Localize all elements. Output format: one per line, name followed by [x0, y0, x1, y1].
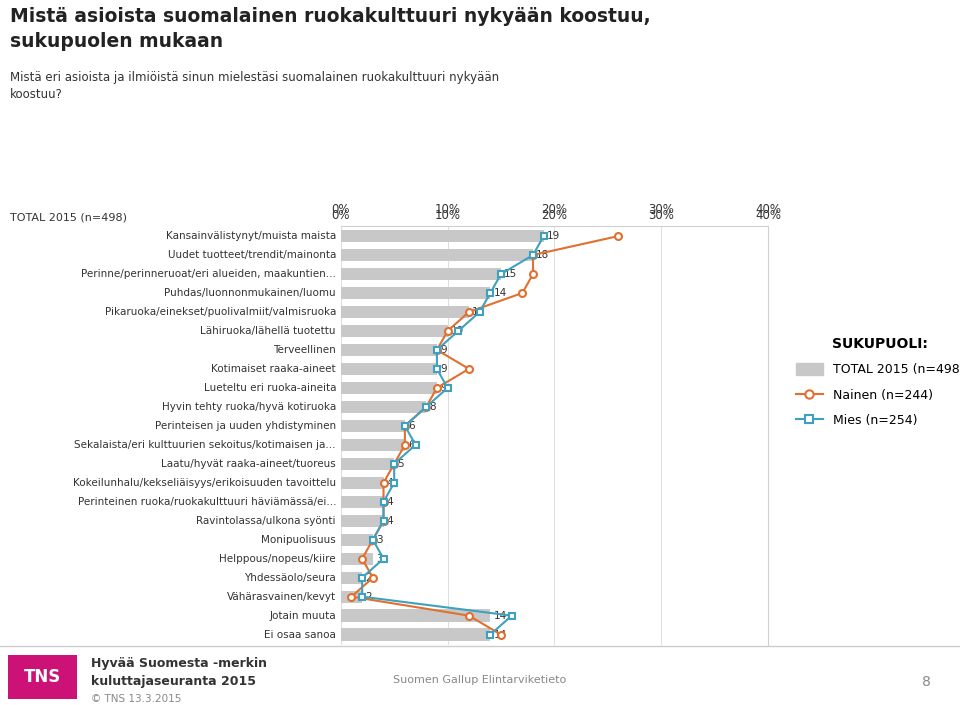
Bar	[341, 628, 491, 641]
Bar	[341, 249, 533, 261]
Text: 18: 18	[537, 250, 549, 260]
Text: Monipuolisuus: Monipuolisuus	[261, 534, 336, 545]
Text: Mistä asioista suomalainen ruokakulttuuri nykyään koostuu,: Mistä asioista suomalainen ruokakulttuur…	[10, 7, 650, 26]
Text: Perinteisen ja uuden yhdistyminen: Perinteisen ja uuden yhdistyminen	[155, 421, 336, 431]
Text: Hyvin tehty ruoka/hyvä kotiruoka: Hyvin tehty ruoka/hyvä kotiruoka	[161, 402, 336, 412]
Bar	[341, 400, 426, 413]
Text: 8: 8	[923, 675, 931, 689]
Text: TOTAL 2015 (n=498): TOTAL 2015 (n=498)	[10, 212, 127, 222]
Text: Ravintolassa/ulkona syönti: Ravintolassa/ulkona syönti	[197, 516, 336, 526]
Text: 14: 14	[493, 611, 507, 620]
Text: © TNS 13.3.2015: © TNS 13.3.2015	[91, 694, 181, 704]
Text: 6: 6	[408, 440, 415, 450]
Text: sukupuolen mukaan: sukupuolen mukaan	[10, 32, 223, 51]
Text: Kotimaiset raaka-aineet: Kotimaiset raaka-aineet	[211, 364, 336, 374]
Legend: TOTAL 2015 (n=498), Nainen (n=244), Mies (n=254): TOTAL 2015 (n=498), Nainen (n=244), Mies…	[796, 337, 960, 427]
Bar	[341, 363, 437, 375]
Text: Kokeilunhalu/kekseliäisyys/erikoisuuden tavoittelu: Kokeilunhalu/kekseliäisyys/erikoisuuden …	[73, 478, 336, 488]
Bar	[341, 419, 405, 432]
Text: 9: 9	[440, 383, 446, 393]
Text: 2: 2	[366, 591, 372, 601]
Text: Jotain muuta: Jotain muuta	[270, 611, 336, 620]
Text: 0%: 0%	[331, 209, 350, 222]
Bar	[341, 591, 362, 603]
Text: 15: 15	[504, 269, 517, 279]
Text: kuluttajaseuranta 2015: kuluttajaseuranta 2015	[91, 675, 256, 687]
Bar	[341, 515, 383, 527]
Bar	[341, 534, 372, 546]
Text: Ei osaa sanoa: Ei osaa sanoa	[264, 630, 336, 639]
Bar	[341, 381, 437, 394]
Text: Lueteltu eri ruoka-aineita: Lueteltu eri ruoka-aineita	[204, 383, 336, 393]
Text: 14: 14	[493, 288, 507, 298]
Text: Hyvää Suomesta -merkin: Hyvää Suomesta -merkin	[91, 657, 267, 670]
Text: Mistä eri asioista ja ilmiöistä sinun mielestäsi suomalainen ruokakulttuuri nyky: Mistä eri asioista ja ilmiöistä sinun mi…	[10, 70, 499, 101]
Text: 19: 19	[547, 231, 561, 241]
Text: 14: 14	[493, 630, 507, 639]
Text: 40%: 40%	[755, 209, 781, 222]
Bar	[341, 325, 447, 337]
Bar	[341, 306, 468, 318]
Text: 10%: 10%	[435, 209, 461, 222]
Bar	[341, 344, 437, 356]
Text: Puhdas/luonnonmukainen/luomu: Puhdas/luonnonmukainen/luomu	[164, 288, 336, 298]
Text: 9: 9	[440, 364, 446, 374]
Text: Helppous/nopeus/kiire: Helppous/nopeus/kiire	[220, 553, 336, 564]
Text: 30%: 30%	[648, 209, 674, 222]
Text: Laatu/hyvät raaka-aineet/tuoreus: Laatu/hyvät raaka-aineet/tuoreus	[161, 459, 336, 469]
Text: Sekalaista/eri kulttuurien sekoitus/kotimaisen ja...: Sekalaista/eri kulttuurien sekoitus/koti…	[75, 440, 336, 450]
Bar	[341, 439, 405, 451]
Text: Perinne/perinneruoat/eri alueiden, maakuntien...: Perinne/perinneruoat/eri alueiden, maaku…	[82, 269, 336, 279]
Text: TNS: TNS	[24, 668, 60, 686]
Bar	[341, 610, 491, 622]
Text: Pikaruoka/einekset/puolivalmiit/valmisruoka: Pikaruoka/einekset/puolivalmiit/valmisru…	[105, 307, 336, 317]
Bar	[341, 287, 491, 299]
Bar	[341, 496, 383, 508]
Text: 10: 10	[451, 326, 464, 336]
Text: Yhdessäolo/seura: Yhdessäolo/seura	[244, 572, 336, 583]
Text: Perinteinen ruoka/ruokakulttuuri häviämässä/ei...: Perinteinen ruoka/ruokakulttuuri häviämä…	[78, 497, 336, 507]
Text: Lähiruoka/lähellä tuotettu: Lähiruoka/lähellä tuotettu	[201, 326, 336, 336]
Bar	[341, 553, 372, 565]
Text: 6: 6	[408, 421, 415, 431]
Text: Vähärasvainen/kevyt: Vähärasvainen/kevyt	[227, 591, 336, 601]
Bar	[341, 268, 501, 280]
Bar	[341, 572, 362, 584]
Text: Suomen Gallup Elintarviketieto: Suomen Gallup Elintarviketieto	[394, 675, 566, 685]
Text: 3: 3	[376, 553, 383, 564]
Text: 4: 4	[387, 478, 394, 488]
Text: Kansainvälistynyt/muista maista: Kansainvälistynyt/muista maista	[166, 231, 336, 241]
Text: 20%: 20%	[541, 209, 567, 222]
Text: 4: 4	[387, 497, 394, 507]
Bar	[341, 458, 395, 470]
Text: 8: 8	[429, 402, 436, 412]
Bar	[341, 477, 383, 489]
Text: 9: 9	[440, 345, 446, 355]
Text: 12: 12	[472, 307, 486, 317]
Text: Terveellinen: Terveellinen	[274, 345, 336, 355]
Text: Uudet tuotteet/trendit/mainonta: Uudet tuotteet/trendit/mainonta	[168, 250, 336, 260]
Text: 5: 5	[397, 459, 404, 469]
Text: 4: 4	[387, 516, 394, 526]
Bar	[341, 230, 543, 243]
Text: 3: 3	[376, 534, 383, 545]
Text: 2: 2	[366, 572, 372, 583]
